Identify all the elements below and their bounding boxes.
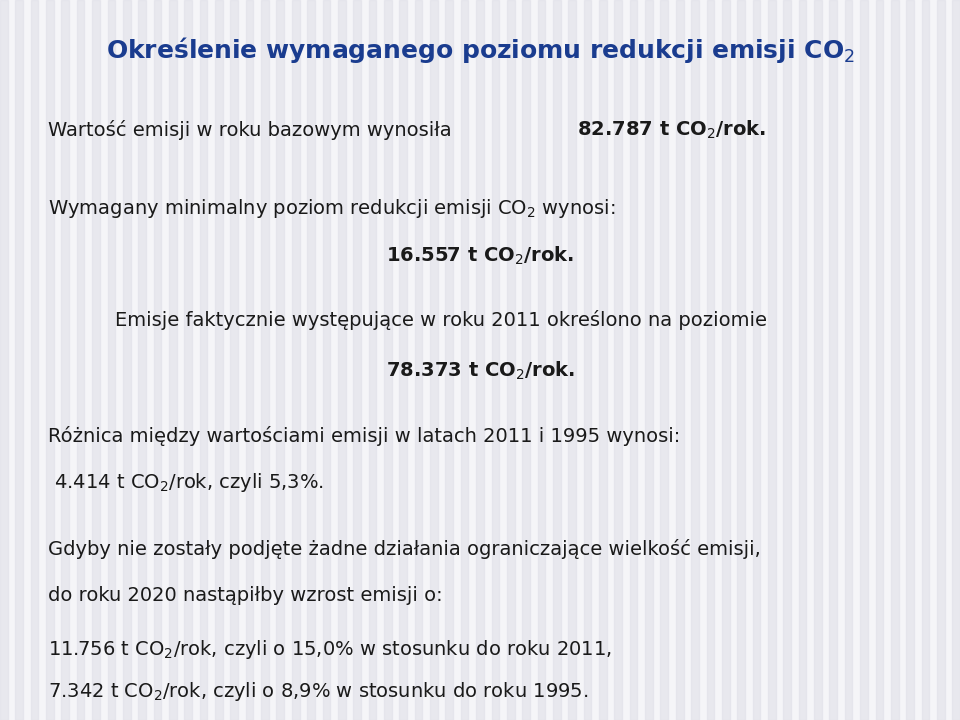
- Bar: [691, 0, 699, 720]
- Text: 4.414 t CO$_2$/rok, czyli 5,3%.: 4.414 t CO$_2$/rok, czyli 5,3%.: [48, 471, 324, 494]
- Bar: [399, 0, 407, 720]
- Bar: [492, 0, 499, 720]
- Bar: [768, 0, 776, 720]
- Bar: [584, 0, 591, 720]
- Bar: [538, 0, 545, 720]
- Bar: [261, 0, 269, 720]
- Bar: [845, 0, 852, 720]
- Bar: [476, 0, 484, 720]
- Bar: [353, 0, 361, 720]
- Bar: [415, 0, 422, 720]
- Bar: [200, 0, 207, 720]
- Bar: [307, 0, 315, 720]
- Text: 7.342 t CO$_2$/rok, czyli o 8,9% w stosunku do roku 1995.: 7.342 t CO$_2$/rok, czyli o 8,9% w stosu…: [48, 680, 588, 703]
- Bar: [522, 0, 530, 720]
- Bar: [737, 0, 745, 720]
- Bar: [246, 0, 253, 720]
- Text: 16.557 t CO$_2$/rok.: 16.557 t CO$_2$/rok.: [386, 245, 574, 266]
- Bar: [614, 0, 622, 720]
- Bar: [722, 0, 730, 720]
- Bar: [660, 0, 668, 720]
- Bar: [876, 0, 883, 720]
- Bar: [215, 0, 223, 720]
- Bar: [338, 0, 346, 720]
- Bar: [138, 0, 146, 720]
- Bar: [676, 0, 684, 720]
- Bar: [645, 0, 653, 720]
- Bar: [61, 0, 69, 720]
- Text: do roku 2020 nastąpiłby wzrost emisji o:: do roku 2020 nastąpiłby wzrost emisji o:: [48, 586, 443, 605]
- Bar: [799, 0, 806, 720]
- Bar: [829, 0, 837, 720]
- Bar: [445, 0, 453, 720]
- Bar: [108, 0, 115, 720]
- Bar: [276, 0, 284, 720]
- Bar: [77, 0, 84, 720]
- Bar: [783, 0, 791, 720]
- Text: Wymagany minimalny poziom redukcji emisji CO$_2$ wynosi:: Wymagany minimalny poziom redukcji emisj…: [48, 197, 615, 220]
- Bar: [154, 0, 161, 720]
- Bar: [507, 0, 515, 720]
- Bar: [707, 0, 714, 720]
- Bar: [184, 0, 192, 720]
- Text: Wartość emisji w roku bazowym wynosiła: Wartość emisji w roku bazowym wynosiła: [48, 120, 458, 140]
- Bar: [906, 0, 914, 720]
- Bar: [568, 0, 576, 720]
- Bar: [952, 0, 960, 720]
- Bar: [31, 0, 38, 720]
- Text: 82.787 t CO$_2$/rok.: 82.787 t CO$_2$/rok.: [577, 119, 766, 140]
- Bar: [15, 0, 23, 720]
- Bar: [230, 0, 238, 720]
- Bar: [0, 0, 8, 720]
- Bar: [814, 0, 822, 720]
- Bar: [937, 0, 945, 720]
- Bar: [292, 0, 300, 720]
- Bar: [461, 0, 468, 720]
- Bar: [384, 0, 392, 720]
- Bar: [123, 0, 131, 720]
- Bar: [922, 0, 929, 720]
- Bar: [553, 0, 561, 720]
- Bar: [430, 0, 438, 720]
- Bar: [46, 0, 54, 720]
- Text: Różnica między wartościami emisji w latach 2011 i 1995 wynosi:: Różnica między wartościami emisji w lata…: [48, 426, 681, 446]
- Bar: [92, 0, 100, 720]
- Bar: [323, 0, 330, 720]
- Bar: [630, 0, 637, 720]
- Bar: [753, 0, 760, 720]
- Bar: [169, 0, 177, 720]
- Text: 78.373 t CO$_2$/rok.: 78.373 t CO$_2$/rok.: [386, 360, 574, 382]
- Text: Emisje faktycznie występujące w roku 2011 określono na poziomie: Emisje faktycznie występujące w roku 201…: [115, 310, 767, 330]
- Text: Gdyby nie zostały podjęte żadne działania ograniczające wielkość emisji,: Gdyby nie zostały podjęte żadne działani…: [48, 539, 760, 559]
- Bar: [369, 0, 376, 720]
- Bar: [891, 0, 899, 720]
- Text: 11.756 t CO$_2$/rok, czyli o 15,0% w stosunku do roku 2011,: 11.756 t CO$_2$/rok, czyli o 15,0% w sto…: [48, 638, 612, 661]
- Bar: [860, 0, 868, 720]
- Bar: [599, 0, 607, 720]
- Text: Określenie wymaganego poziomu redukcji emisji CO$_2$: Określenie wymaganego poziomu redukcji e…: [106, 35, 854, 66]
